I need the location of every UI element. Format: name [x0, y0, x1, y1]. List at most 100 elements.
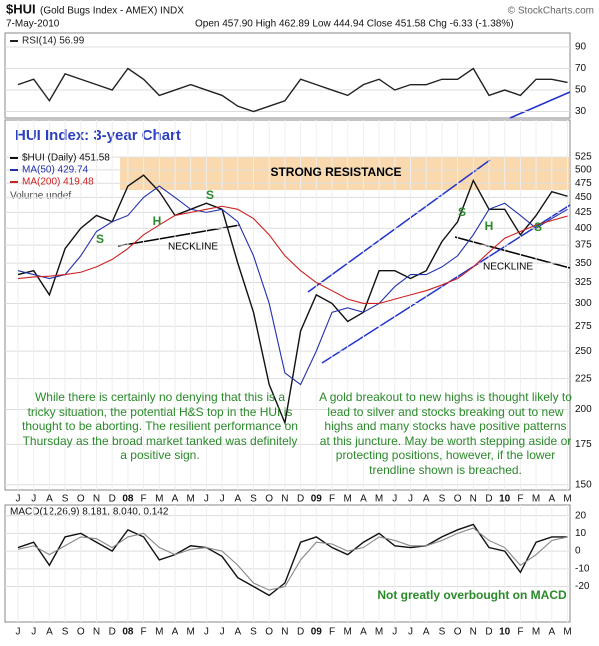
credit: © StockCharts.com: [508, 6, 594, 17]
annotation: S: [96, 232, 104, 246]
x-tick-label: J: [392, 494, 397, 505]
y-tick-label: 300: [575, 298, 592, 309]
x-tick-label: M: [532, 494, 540, 505]
x-tick-label: D: [485, 494, 492, 505]
annotation: S: [458, 205, 466, 219]
x-tick-label: O: [265, 627, 273, 638]
date: 7-May-2010: [6, 19, 60, 30]
x-tick-label: S: [439, 494, 446, 505]
resistance-band: [120, 157, 570, 190]
symbol: $HUI: [6, 1, 36, 16]
x-tick-label: M: [563, 627, 571, 638]
y-tick-label: 275: [575, 321, 592, 332]
x-tick-label: J: [392, 627, 397, 638]
x-tick-label: N: [470, 494, 477, 505]
y-tick-label: 500: [575, 164, 592, 175]
y-tick-label: 375: [575, 240, 592, 251]
x-tick-label: A: [360, 494, 367, 505]
x-tick-label: 09: [311, 494, 323, 505]
x-tick-label: M: [375, 494, 383, 505]
y-tick-label: 450: [575, 192, 592, 203]
x-tick-label: O: [77, 494, 85, 505]
x-tick-label: A: [548, 627, 555, 638]
annotation: H: [485, 219, 494, 233]
annotation: Not greatly overbought on MACD: [377, 588, 567, 602]
annotation: S: [206, 188, 214, 202]
x-tick-label: J: [204, 494, 209, 505]
x-tick-label: S: [439, 627, 446, 638]
x-tick-label: O: [454, 494, 462, 505]
y-tick-label: 325: [575, 277, 592, 288]
legend-label: $HUI (Daily) 451.58: [22, 153, 110, 164]
x-tick-label: N: [93, 627, 100, 638]
x-tick-label: J: [408, 494, 413, 505]
x-tick-label: A: [234, 627, 241, 638]
x-tick-label: M: [375, 627, 383, 638]
x-tick-label: A: [46, 494, 53, 505]
series-line: [17, 527, 568, 591]
y-tick-label: 10: [575, 528, 587, 539]
x-tick-label: A: [423, 494, 430, 505]
chart-title: HUI Index: 3-year Chart: [15, 127, 181, 144]
x-tick-label: 10: [499, 627, 511, 638]
y-tick-label: 20: [575, 510, 587, 521]
x-tick-label: D: [109, 627, 116, 638]
x-tick-label: M: [344, 627, 352, 638]
x-tick-label: A: [172, 494, 179, 505]
legend-label: MA(200) 419.48: [22, 177, 94, 188]
x-tick-label: N: [470, 627, 477, 638]
legend-label: RSI(14) 56.99: [22, 36, 85, 47]
x-tick-label: J: [220, 494, 225, 505]
x-tick-label: D: [485, 627, 492, 638]
series-line: [17, 174, 568, 426]
x-tick-label: M: [532, 627, 540, 638]
x-tick-label: N: [281, 627, 288, 638]
symbol-name: (Gold Bugs Index - AMEX) INDX: [40, 6, 184, 17]
annotation: STRONG RESISTANCE: [270, 165, 401, 179]
x-tick-label: S: [250, 627, 257, 638]
y-tick-label: 425: [575, 207, 592, 218]
note-right: A gold breakout to new highs is thought …: [319, 390, 572, 477]
x-tick-label: J: [31, 627, 36, 638]
x-tick-label: M: [155, 494, 163, 505]
y-tick-label: 70: [575, 63, 587, 74]
y-tick-label: 200: [575, 404, 592, 415]
x-tick-label: F: [517, 627, 523, 638]
y-tick-label: -10: [575, 563, 590, 574]
series-line: [17, 185, 568, 386]
annotation: NECKLINE: [168, 242, 218, 253]
y-tick-label: 250: [575, 346, 592, 357]
note-left: While there is certainly no denying that…: [22, 390, 298, 462]
x-tick-label: M: [155, 627, 163, 638]
x-tick-label: D: [109, 494, 116, 505]
x-tick-label: J: [16, 494, 21, 505]
x-tick-label: J: [16, 627, 21, 638]
x-tick-label: 08: [122, 627, 134, 638]
rsi-panel: [4, 32, 571, 119]
legend-label: MA(50) 429.74: [22, 165, 89, 176]
macd-panel: [4, 504, 571, 623]
x-tick-label: A: [360, 627, 367, 638]
x-tick-label: A: [46, 627, 53, 638]
x-tick-label: O: [454, 627, 462, 638]
x-tick-label: A: [172, 627, 179, 638]
x-tick-label: 10: [499, 494, 511, 505]
x-tick-label: N: [93, 494, 100, 505]
x-tick-label: F: [141, 494, 147, 505]
x-tick-label: S: [62, 627, 69, 638]
y-tick-label: 225: [575, 373, 592, 384]
y-tick-label: 50: [575, 85, 587, 96]
annotation: NECKLINE: [483, 262, 533, 273]
series-line: [17, 205, 568, 304]
y-tick-label: -20: [575, 581, 590, 592]
x-tick-label: O: [265, 494, 273, 505]
x-tick-label: O: [77, 627, 85, 638]
x-tick-label: J: [31, 494, 36, 505]
x-tick-label: N: [281, 494, 288, 505]
x-tick-label: D: [297, 627, 304, 638]
series-line: [17, 523, 568, 597]
annotation: S: [534, 220, 542, 234]
x-tick-label: S: [62, 494, 69, 505]
